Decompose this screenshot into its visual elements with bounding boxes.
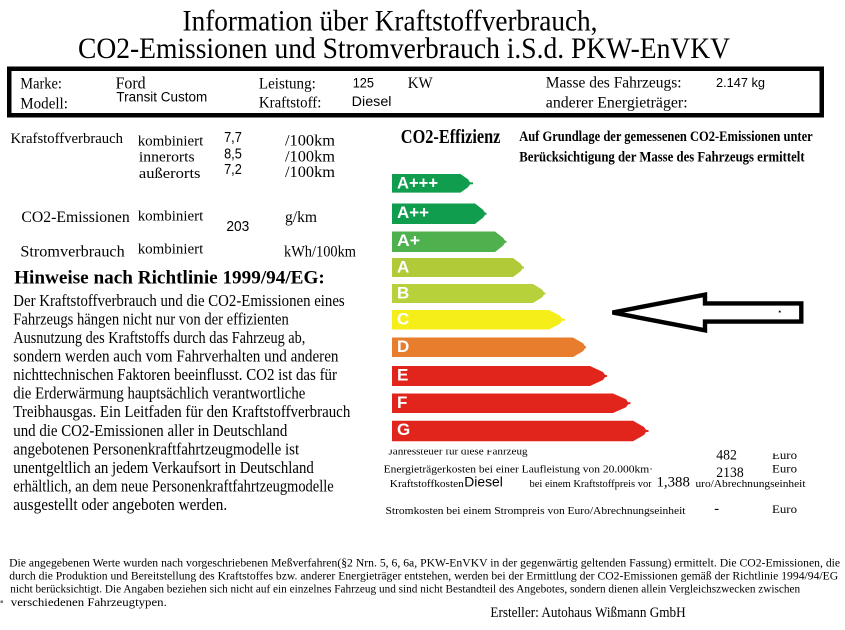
svg-text:verschiedenen Fahrzeugtypen.: verschiedenen Fahrzeugtypen. — [11, 595, 167, 609]
svg-text:2138: 2138 — [716, 465, 743, 481]
svg-text:Information über Kraftstoffver: Information über Kraftstoffverbrauch, — [183, 4, 598, 37]
svg-text:CO2-Emissionen: CO2-Emissionen — [21, 209, 130, 226]
svg-text:A: A — [397, 257, 409, 276]
svg-text:ausgestellt oder angeboten wer: ausgestellt oder angeboten werden. — [13, 495, 227, 514]
svg-text:kombiniert: kombiniert — [138, 134, 204, 150]
svg-text:bei einem Kraftstoffpreis von: bei einem Kraftstoffpreis von — [530, 478, 654, 490]
svg-text:Euro: Euro — [772, 464, 797, 476]
svg-text:innerorts: innerorts — [139, 149, 195, 165]
svg-text:nicht berücksichtigt. Die Anga: nicht berücksichtigt. Die Angaben bezieh… — [10, 582, 800, 596]
svg-text:Ford: Ford — [116, 74, 147, 93]
svg-text:C: C — [397, 309, 409, 328]
svg-text:A+++: A+++ — [397, 173, 438, 192]
svg-text:/100km: /100km — [285, 133, 335, 150]
svg-text:A++: A++ — [397, 203, 429, 222]
svg-text:g/km: g/km — [285, 209, 317, 226]
svg-text:F: F — [397, 393, 407, 412]
svg-text:sondern werden auch vom Fahrve: sondern werden auch vom Fahrverhalten un… — [13, 347, 339, 366]
svg-text:CO2-Emissionen und Stromverbra: CO2-Emissionen und Stromverbrauch i.S.d.… — [78, 32, 730, 65]
svg-text:Ausnutzung des Kraftstoffs dur: Ausnutzung des Kraftstoffs durch das Fah… — [13, 328, 305, 347]
svg-text:8,5: 8,5 — [224, 145, 242, 162]
svg-text:unentgeltlich an jedem Verkauf: unentgeltlich an jedem Verkaufsort in De… — [13, 458, 314, 477]
svg-text:erhältlich, an dem neue Person: erhältlich, an dem neue Personenkraftfah… — [13, 476, 333, 495]
svg-text:203: 203 — [226, 218, 249, 235]
svg-text:Stromkosten bei einem Strompre: Stromkosten bei einem Strompreis von Eur… — [386, 505, 686, 517]
svg-text:Ersteller: Autohaus Wißmann Gm: Ersteller: Autohaus Wißmann GmbH — [490, 605, 686, 621]
svg-text:Der Kraftstoffverbrauch und di: Der Kraftstoffverbrauch und die CO2-Emis… — [13, 291, 344, 310]
svg-text:Treibhausgas. Ein Leitfaden fü: Treibhausgas. Ein Leitfaden für den Kraf… — [13, 402, 350, 421]
svg-text:Kraftstoffkosten: Kraftstoffkosten — [390, 478, 465, 490]
svg-text:Diesel: Diesel — [352, 93, 392, 109]
svg-text:Diesel: Diesel — [464, 473, 503, 489]
svg-text:Leistung:: Leistung: — [259, 76, 316, 93]
svg-text:Marke:: Marke: — [20, 76, 62, 93]
svg-text:-: - — [714, 501, 719, 517]
svg-text:B: B — [397, 283, 409, 302]
svg-text:nichttechnischen Faktoren beei: nichttechnischen Faktoren beeinflusst. C… — [13, 365, 337, 384]
svg-text:KW: KW — [408, 75, 433, 92]
svg-text:kombiniert: kombiniert — [138, 209, 204, 225]
svg-text:/100km: /100km — [285, 148, 335, 165]
svg-text:482: 482 — [716, 448, 737, 464]
svg-text:Euro: Euro — [772, 504, 797, 516]
svg-text:Masse des Fahrzeugs:: Masse des Fahrzeugs: — [546, 75, 682, 92]
svg-text:Stromverbrauch: Stromverbrauch — [20, 243, 125, 260]
svg-text:und die CO2-Emissionen aller i: und die CO2-Emissionen aller in Deutschl… — [13, 421, 287, 440]
svg-text:G: G — [397, 420, 410, 439]
svg-text:D: D — [397, 337, 409, 356]
svg-text:Kraftstoff:: Kraftstoff: — [259, 95, 322, 112]
svg-text:Energieträgerkosten bei einer: Energieträgerkosten bei einer Laufleistu… — [384, 464, 653, 476]
svg-text:kWh/100km: kWh/100km — [284, 243, 356, 260]
svg-text:7,2: 7,2 — [224, 161, 242, 178]
svg-text:125: 125 — [353, 75, 374, 90]
svg-text:1,388: 1,388 — [657, 474, 690, 490]
svg-text:Die angegebenen Werte wurden n: Die angegebenen Werte wurden nach vorges… — [9, 555, 840, 569]
svg-text:E: E — [397, 365, 408, 384]
svg-text:kombiniert: kombiniert — [138, 242, 204, 258]
svg-text:A+: A+ — [397, 231, 420, 250]
svg-text:Berücksichtigung der Masse des: Berücksichtigung der Masse des Fahrzeugs… — [519, 150, 804, 166]
svg-text:Hinweise nach Richtlinie 1999/: Hinweise nach Richtlinie 1999/94/EG: — [14, 268, 325, 289]
svg-text:die Erderwärmung hauptsächlich: die Erderwärmung hauptsächlich verantwor… — [13, 384, 305, 403]
svg-text:7,7: 7,7 — [224, 129, 242, 146]
svg-text:außerorts: außerorts — [139, 166, 201, 182]
svg-text:Euro/Abrechnungseinheit: Euro/Abrechnungseinheit — [689, 478, 806, 490]
svg-text:/100km: /100km — [285, 164, 335, 181]
svg-text:angebotenen Personenkraftfahrt: angebotenen Personenkraftfahrtzeugmodell… — [13, 439, 299, 458]
svg-text:Modell:: Modell: — [20, 95, 68, 112]
svg-text:Krafstoffverbrauch: Krafstoffverbrauch — [11, 131, 124, 147]
svg-text:2.147 kg: 2.147 kg — [716, 76, 765, 90]
svg-text:durch die Produktion und Berei: durch die Produktion und Bereitstellung … — [9, 569, 838, 583]
svg-text:Auf Grundlage der gemessenen C: Auf Grundlage der gemessenen CO2-Emissio… — [519, 129, 813, 145]
svg-text:anderer Energieträger:: anderer Energieträger: — [546, 95, 688, 112]
svg-text:Transit Custom: Transit Custom — [116, 89, 207, 104]
svg-text:CO2-Effizienz: CO2-Effizienz — [401, 126, 501, 148]
svg-text:Fahrzeugs hängen nicht nur von: Fahrzeugs hängen nicht nur von der effiz… — [13, 310, 289, 329]
